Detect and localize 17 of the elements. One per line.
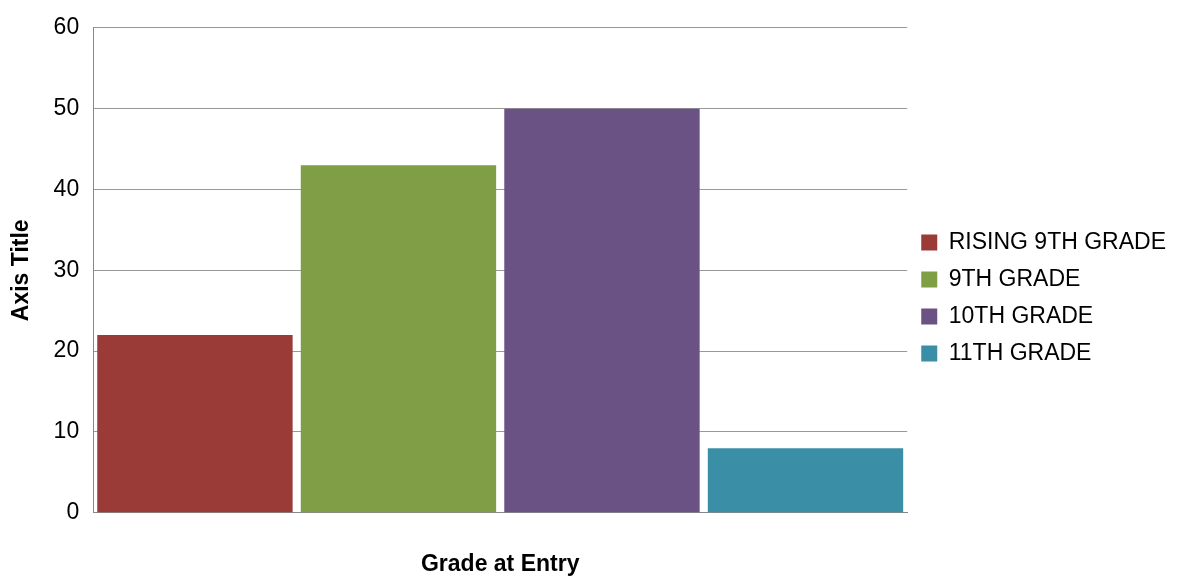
bar — [707, 448, 904, 513]
y-tick-label: 60 — [53, 13, 80, 40]
bar — [300, 165, 497, 513]
y-tick-label: 40 — [53, 174, 80, 201]
bar — [504, 108, 700, 513]
y-tick-label: 20 — [53, 336, 80, 363]
legend-label: 10TH GRADE — [948, 301, 1094, 328]
legend-label: 11TH GRADE — [948, 338, 1092, 365]
x-axis-title: Grade at Entry — [420, 549, 580, 576]
y-tick-label: 50 — [53, 93, 80, 120]
y-tick-label: 10 — [53, 417, 80, 444]
y-tick-label: 30 — [53, 255, 80, 282]
legend-label: RISING 9TH GRADE — [948, 227, 1167, 254]
bar — [97, 334, 293, 513]
legend-label: 9TH GRADE — [948, 264, 1081, 291]
y-axis-title: Axis Title — [7, 219, 34, 322]
y-tick-label: 0 — [66, 498, 80, 525]
